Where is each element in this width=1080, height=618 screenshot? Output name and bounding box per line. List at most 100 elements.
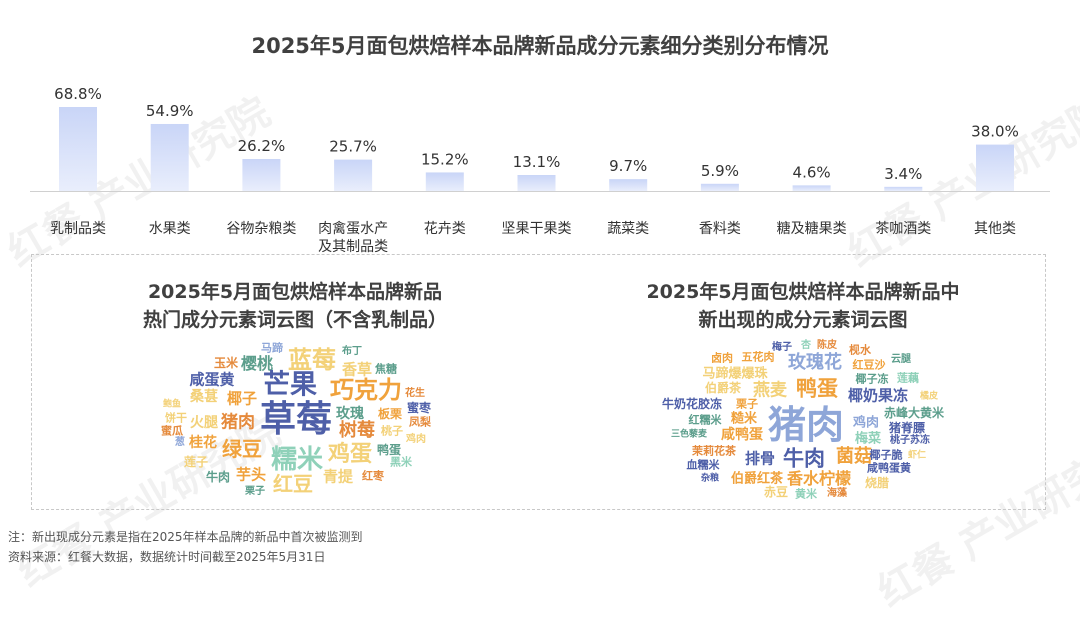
cloud-word: 蓝莓 [288,346,336,374]
cloud-word: 焦糖 [375,362,397,376]
cloud-word: 鸡肉 [406,434,426,445]
cloud-word: 伯爵茶 [704,381,742,395]
cloud-title-popular: 2025年5月面包烘焙样本品牌新品 热门成分元素词云图（不含乳制品） [80,278,510,334]
cloud-word: 香水柠檬 [786,469,852,488]
cloud-word: 板栗 [377,407,403,421]
cloud-word: 虾仁 [907,450,927,461]
cloud-word: 葱 [175,437,185,448]
cloud-word: 火腿 [190,415,218,431]
cloud-word: 玉米 [213,356,239,370]
bar-value-label: 13.1% [513,153,561,171]
word-cloud-panel [31,254,1046,510]
cloud-word: 草莓 [259,399,333,440]
x-tick-label: 及其制品类 [318,239,388,255]
cloud-word: 鸡肉 [852,415,880,431]
cloud-word: 香草 [341,360,373,379]
cloud-word: 鸡蛋 [327,442,373,467]
cloud-word: 红糯米 [688,413,722,427]
cloud-word: 菌菇 [836,446,872,467]
bar [609,179,648,191]
cloud-word: 桑葚 [190,389,218,405]
cloud-word: 梅菜 [854,431,882,447]
cloud-word: 蜜枣 [406,401,432,415]
bar [150,123,189,191]
cloud-word: 海藻 [827,488,847,499]
bar [976,144,1014,191]
cloud-word: 猪肉 [767,403,845,447]
bar [884,186,923,191]
cloud-word: 树莓 [339,420,375,441]
bar-value-label: 25.7% [329,138,377,156]
bar-chart: 68.8% 乳制品类 54.9% 水果类 26.2% 谷物杂粮类 25.7% 肉禽蛋水产及其制… [30,85,1050,255]
cloud-word: 杂粮 [700,473,720,484]
cloud-word: 黑米 [390,455,412,469]
cloud-word: 马蹄 [261,341,283,355]
x-tick-label: 其他类 [974,221,1016,237]
cloud-word: 云腿 [891,354,911,365]
cloud-word: 橘皮 [919,391,939,402]
cloud-word: 陈皮 [817,340,837,351]
cloud-word: 凤梨 [409,415,431,429]
cloud-word: 梅子 [772,342,792,353]
cloud-word: 芋头 [235,465,267,484]
cloud-word: 血糯米 [686,458,720,472]
bar [517,175,556,191]
cloud-word: 椰奶果冻 [847,386,909,405]
cloud-word: 卤肉 [711,351,733,365]
cloud-word: 鸭蛋 [796,376,838,401]
cloud-word: 马蹄爆爆珠 [702,366,768,382]
cloud-word: 芒果 [263,369,317,401]
cloud-word: 蜜瓜 [161,424,183,438]
cloud-word: 栗子 [736,397,758,411]
cloud-title-line: 2025年5月面包烘焙样本品牌新品中 [646,281,960,303]
footnote-note: 注：新出现成分元素是指在2025年样本品牌的新品中首次被监测到 [8,530,363,544]
bar-value-label: 9.7% [609,157,647,175]
bar [425,172,464,191]
x-tick-label: 坚果干果类 [502,221,572,237]
cloud-word: 饼干 [165,411,187,425]
cloud-word: 咸蛋黄 [189,370,235,389]
bar [792,185,831,191]
cloud-word: 排骨 [744,449,776,468]
bar [242,159,281,191]
x-tick-label: 水果类 [149,221,191,237]
cloud-word: 莲子 [183,455,209,469]
cloud-word: 椰子冻 [855,372,889,386]
cloud-word: 玫瑰花 [788,352,842,373]
cloud-title-line: 新出现的成分元素词云图 [698,309,908,331]
cloud-word: 绿豆 [222,437,262,461]
cloud-word: 杏 [801,340,811,351]
cloud-word: 三色藜麦 [670,429,708,440]
cloud-word: 燕麦 [753,380,787,401]
x-tick-label: 糖及糖果类 [777,221,847,237]
cloud-word: 莲藕 [897,371,919,385]
cloud-word: 栗子 [245,486,265,497]
cloud-word: 五花肉 [741,350,775,364]
cloud-word: 樱桃 [240,354,274,373]
cloud-word: 伯爵红茶 [730,471,784,487]
cloud-word: 糙米 [730,411,758,427]
cloud-word: 青提 [322,467,354,486]
bar-value-label: 4.6% [793,163,831,181]
cloud-word: 鸭蛋 [376,443,402,457]
cloud-word: 牛肉 [205,470,231,484]
x-tick-label: 花卉类 [424,221,466,237]
cloud-word: 桂花 [189,435,217,451]
footnote-source: 资料来源：红餐大数据，数据统计时间截至2025年5月31日 [8,550,326,564]
cloud-title-new: 2025年5月面包烘焙样本品牌新品中 新出现的成分元素词云图 [588,278,1018,334]
bar-value-label: 3.4% [884,165,922,183]
cloud-word: 牛肉 [783,446,825,471]
cloud-word: 枧水 [849,343,871,357]
cloud-title-line: 热门成分元素词云图（不含乳制品） [142,309,447,331]
cloud-word: 椰子 [226,389,258,408]
cloud-word: 红枣 [362,469,384,483]
cloud-word: 巧克力 [330,376,402,404]
cloud-word: 鲍鱼 [162,399,182,410]
bar-value-label: 68.8% [54,85,102,103]
cloud-word: 糯米 [270,445,324,475]
bar-value-label: 5.9% [701,162,739,180]
cloud-word: 猪脊膘 [888,421,926,435]
cloud-word: 玫瑰 [336,406,364,422]
chart-title: 2025年5月面包烘焙样本品牌新品成分元素细分类别分布情况 [251,34,829,58]
bar [59,107,97,191]
